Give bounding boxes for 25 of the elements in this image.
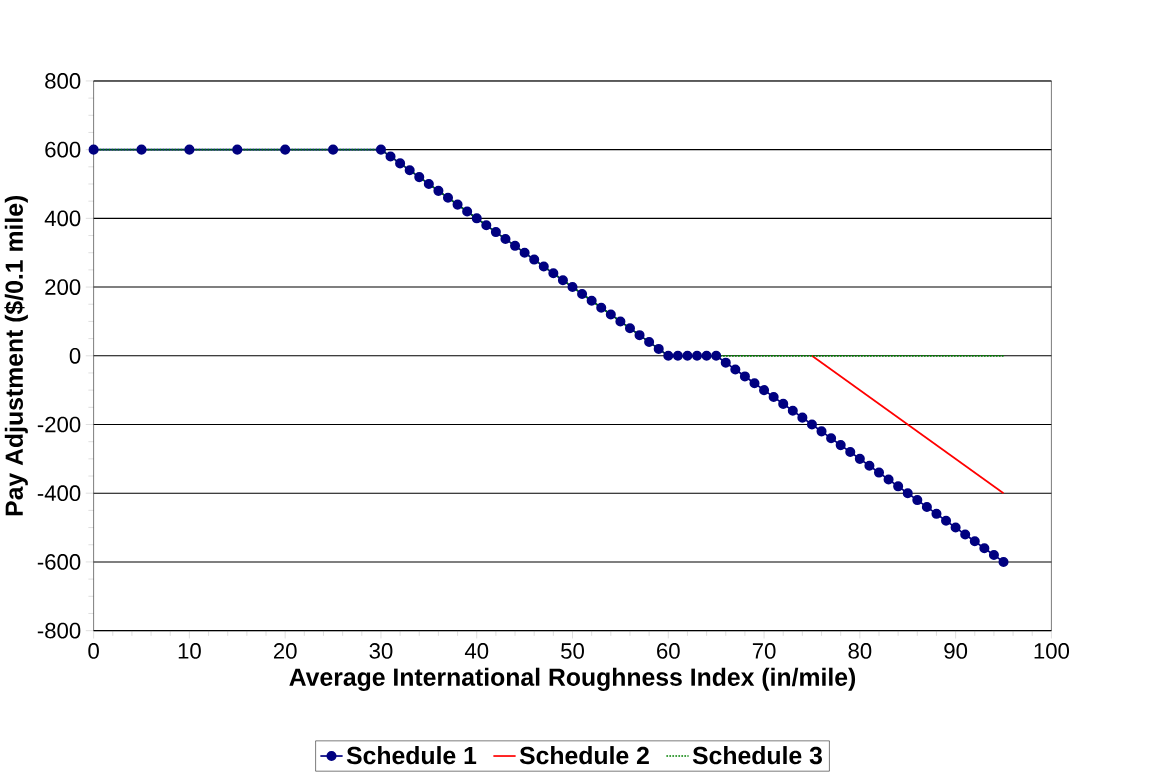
x-tick-label: 90 [944, 643, 968, 659]
y-tick-label: 0 [69, 347, 81, 364]
x-tick-label: 60 [657, 643, 680, 659]
y-tick-label: -800 [37, 622, 81, 639]
x-axis-title: Average International Roughness Index (in/mile) [289, 667, 856, 691]
y-tick-label: -200 [37, 416, 81, 433]
x-tick-label: 20 [273, 643, 297, 659]
x-tick-label: 10 [178, 643, 201, 659]
x-tick-label: 0 [88, 643, 99, 659]
legend-label: Schedule 2 [519, 746, 649, 765]
x-tick-label: 80 [848, 643, 872, 659]
y-tick-label: 400 [44, 210, 81, 227]
y-tick-label: -400 [37, 485, 81, 502]
y-axis-title: Pay Adjustment ($/0.1 mile) [4, 195, 28, 516]
y-tick-label: -600 [37, 554, 81, 570]
x-tick-label: 50 [561, 643, 584, 659]
legend-label: Schedule 3 [692, 746, 822, 765]
x-tick-label: 30 [369, 643, 393, 659]
y-tick-label: 200 [45, 279, 81, 295]
x-tick-label: 40 [464, 643, 489, 659]
legend-label: Schedule 1 [346, 746, 477, 765]
y-tick-label: 600 [45, 141, 81, 158]
x-tick-label: 70 [752, 643, 776, 659]
x-tick-label: 100 [1034, 643, 1070, 659]
y-tick-label: 800 [45, 73, 81, 89]
